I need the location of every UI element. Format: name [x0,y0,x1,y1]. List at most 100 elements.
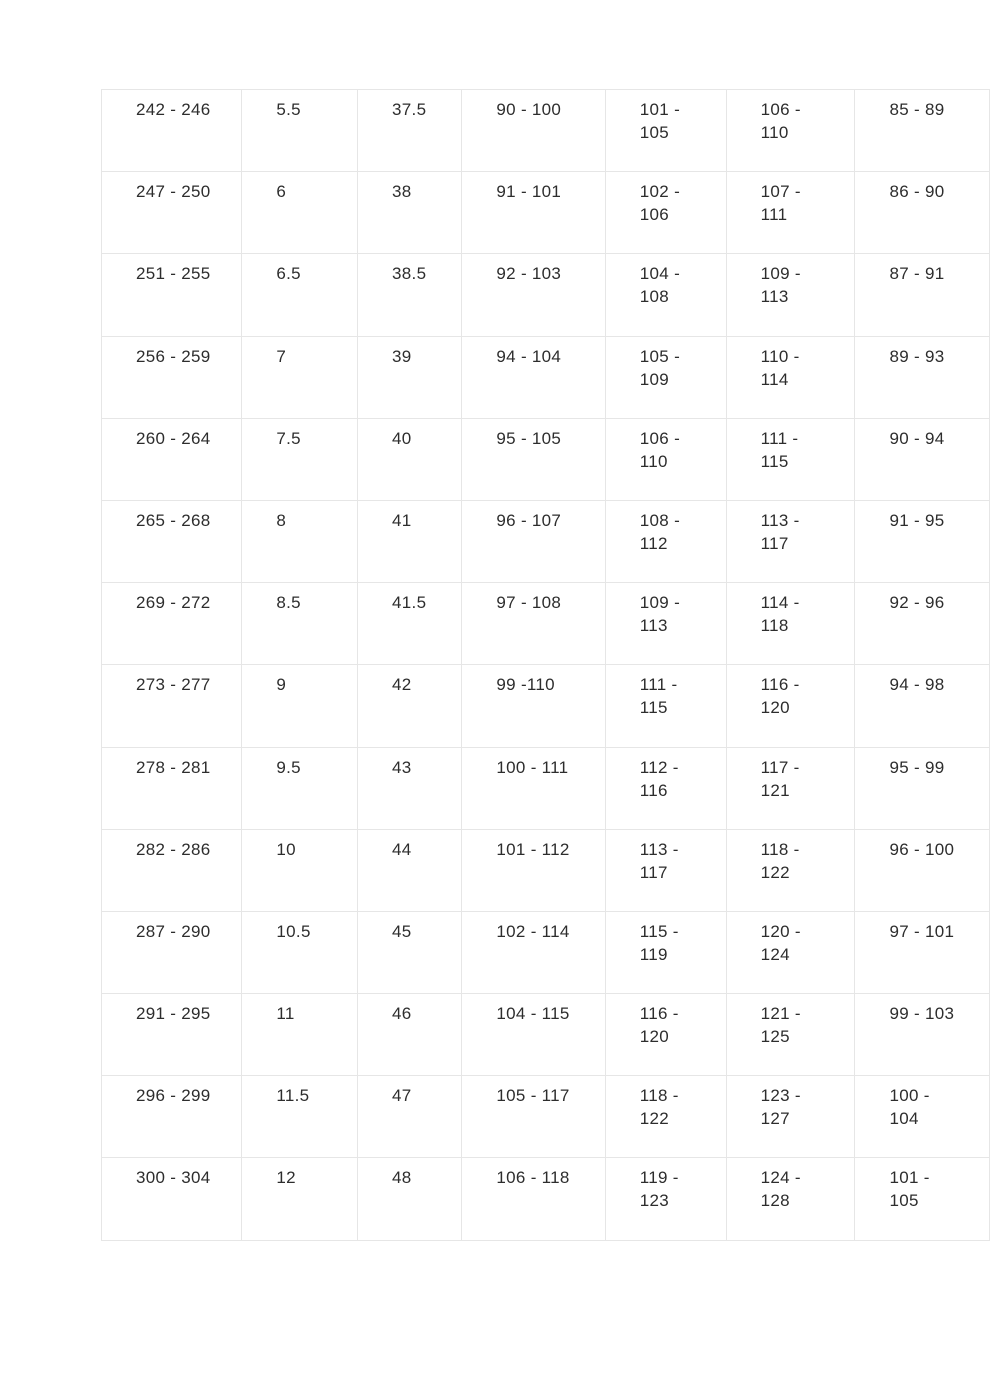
table-cell: 45 [357,910,463,995]
table-cell: 42 [357,664,463,748]
table-cell: 104 - 108 [604,253,727,337]
table-cell: 115 - 119 [604,910,727,995]
table-cell: 90 - 100 [461,88,606,173]
table-row: 265 - 268 8 41 96 - 107 108 - 112 113 - … [100,499,990,584]
table-cell: 102 - 106 [604,171,727,255]
table-cell: 91 - 101 [461,171,606,255]
table-cell: 260 - 264 [100,417,243,501]
table-cell: 111 - 115 [604,664,727,748]
table-row: 278 - 281 9.5 43 100 - 111 112 - 116 117… [100,746,990,830]
table-cell: 9.5 [241,746,359,830]
table-cell: 107 - 111 [725,171,856,255]
table-cell: 38 [357,171,463,255]
table-cell: 48 [357,1157,463,1241]
table-cell: 40 [357,417,463,501]
table-row: 273 - 277 9 42 99 -110 111 - 115 116 - 1… [100,664,990,748]
table-cell: 269 - 272 [100,582,243,666]
table-cell: 105 - 109 [604,335,727,419]
table-cell: 118 - 122 [725,828,856,912]
table-cell: 278 - 281 [100,746,243,830]
table-cell: 110 - 114 [725,335,856,419]
table-cell: 104 - 115 [461,993,606,1077]
table-cell: 251 - 255 [100,253,243,337]
table-cell: 92 - 96 [854,582,990,666]
table-cell: 92 - 103 [461,253,606,337]
table-cell: 44 [357,828,463,912]
table-cell: 113 - 117 [604,828,727,912]
table-row: 256 - 259 7 39 94 - 104 105 - 109 110 - … [100,335,990,419]
table-cell: 114 - 118 [725,582,856,666]
table-cell: 106 - 118 [461,1157,606,1241]
table-cell: 113 - 117 [725,499,856,584]
table-cell: 287 - 290 [100,910,243,995]
table-cell: 10.5 [241,910,359,995]
table-cell: 282 - 286 [100,828,243,912]
table-cell: 100 - 104 [854,1075,990,1159]
table-row: 242 - 246 5.5 37.5 90 - 100 101 - 105 10… [100,88,990,173]
table-cell: 6.5 [241,253,359,337]
table-cell: 106 - 110 [725,88,856,173]
table-cell: 101 - 105 [604,88,727,173]
conversion-table-body: 242 - 246 5.5 37.5 90 - 100 101 - 105 10… [100,88,990,1241]
table-cell: 273 - 277 [100,664,243,748]
table-cell: 296 - 299 [100,1075,243,1159]
table-cell: 11.5 [241,1075,359,1159]
table-cell: 99 - 103 [854,993,990,1077]
table-cell: 41 [357,499,463,584]
table-cell: 8.5 [241,582,359,666]
table-row: 247 - 250 6 38 91 - 101 102 - 106 107 - … [100,171,990,255]
table-cell: 111 - 115 [725,417,856,501]
table-cell: 8 [241,499,359,584]
table-cell: 101 - 105 [854,1157,990,1241]
table-cell: 89 - 93 [854,335,990,419]
table-cell: 300 - 304 [100,1157,243,1241]
table-cell: 242 - 246 [100,88,243,173]
table-cell: 11 [241,993,359,1077]
conversion-table: 242 - 246 5.5 37.5 90 - 100 101 - 105 10… [100,88,990,1241]
table-cell: 43 [357,746,463,830]
table-cell: 85 - 89 [854,88,990,173]
table-row: 296 - 299 11.5 47 105 - 117 118 - 122 12… [100,1075,990,1159]
table-row: 291 - 295 11 46 104 - 115 116 - 120 121 … [100,993,990,1077]
table-cell: 96 - 107 [461,499,606,584]
table-row: 282 - 286 10 44 101 - 112 113 - 117 118 … [100,828,990,912]
table-cell: 100 - 111 [461,746,606,830]
table-cell: 123 - 127 [725,1075,856,1159]
table-cell: 41.5 [357,582,463,666]
table-cell: 106 - 110 [604,417,727,501]
table-cell: 291 - 295 [100,993,243,1077]
table-cell: 256 - 259 [100,335,243,419]
table-cell: 12 [241,1157,359,1241]
table-cell: 94 - 98 [854,664,990,748]
table-cell: 117 - 121 [725,746,856,830]
table-cell: 7 [241,335,359,419]
table-cell: 91 - 95 [854,499,990,584]
table-cell: 108 - 112 [604,499,727,584]
table-cell: 116 - 120 [604,993,727,1077]
table-cell: 94 - 104 [461,335,606,419]
table-cell: 99 -110 [461,664,606,748]
table-cell: 87 - 91 [854,253,990,337]
table-cell: 5.5 [241,88,359,173]
table-cell: 97 - 108 [461,582,606,666]
table-cell: 101 - 112 [461,828,606,912]
table-cell: 120 - 124 [725,910,856,995]
table-cell: 118 - 122 [604,1075,727,1159]
table-cell: 39 [357,335,463,419]
table-cell: 124 - 128 [725,1157,856,1241]
table-cell: 95 - 105 [461,417,606,501]
conversion-table-container: 242 - 246 5.5 37.5 90 - 100 101 - 105 10… [100,88,990,1241]
table-cell: 265 - 268 [100,499,243,584]
table-cell: 37.5 [357,88,463,173]
table-cell: 7.5 [241,417,359,501]
table-cell: 121 - 125 [725,993,856,1077]
table-cell: 10 [241,828,359,912]
table-row: 269 - 272 8.5 41.5 97 - 108 109 - 113 11… [100,582,990,666]
table-cell: 47 [357,1075,463,1159]
table-cell: 97 - 101 [854,910,990,995]
table-row: 300 - 304 12 48 106 - 118 119 - 123 124 … [100,1157,990,1241]
table-cell: 86 - 90 [854,171,990,255]
table-cell: 109 - 113 [725,253,856,337]
table-cell: 116 - 120 [725,664,856,748]
table-cell: 96 - 100 [854,828,990,912]
